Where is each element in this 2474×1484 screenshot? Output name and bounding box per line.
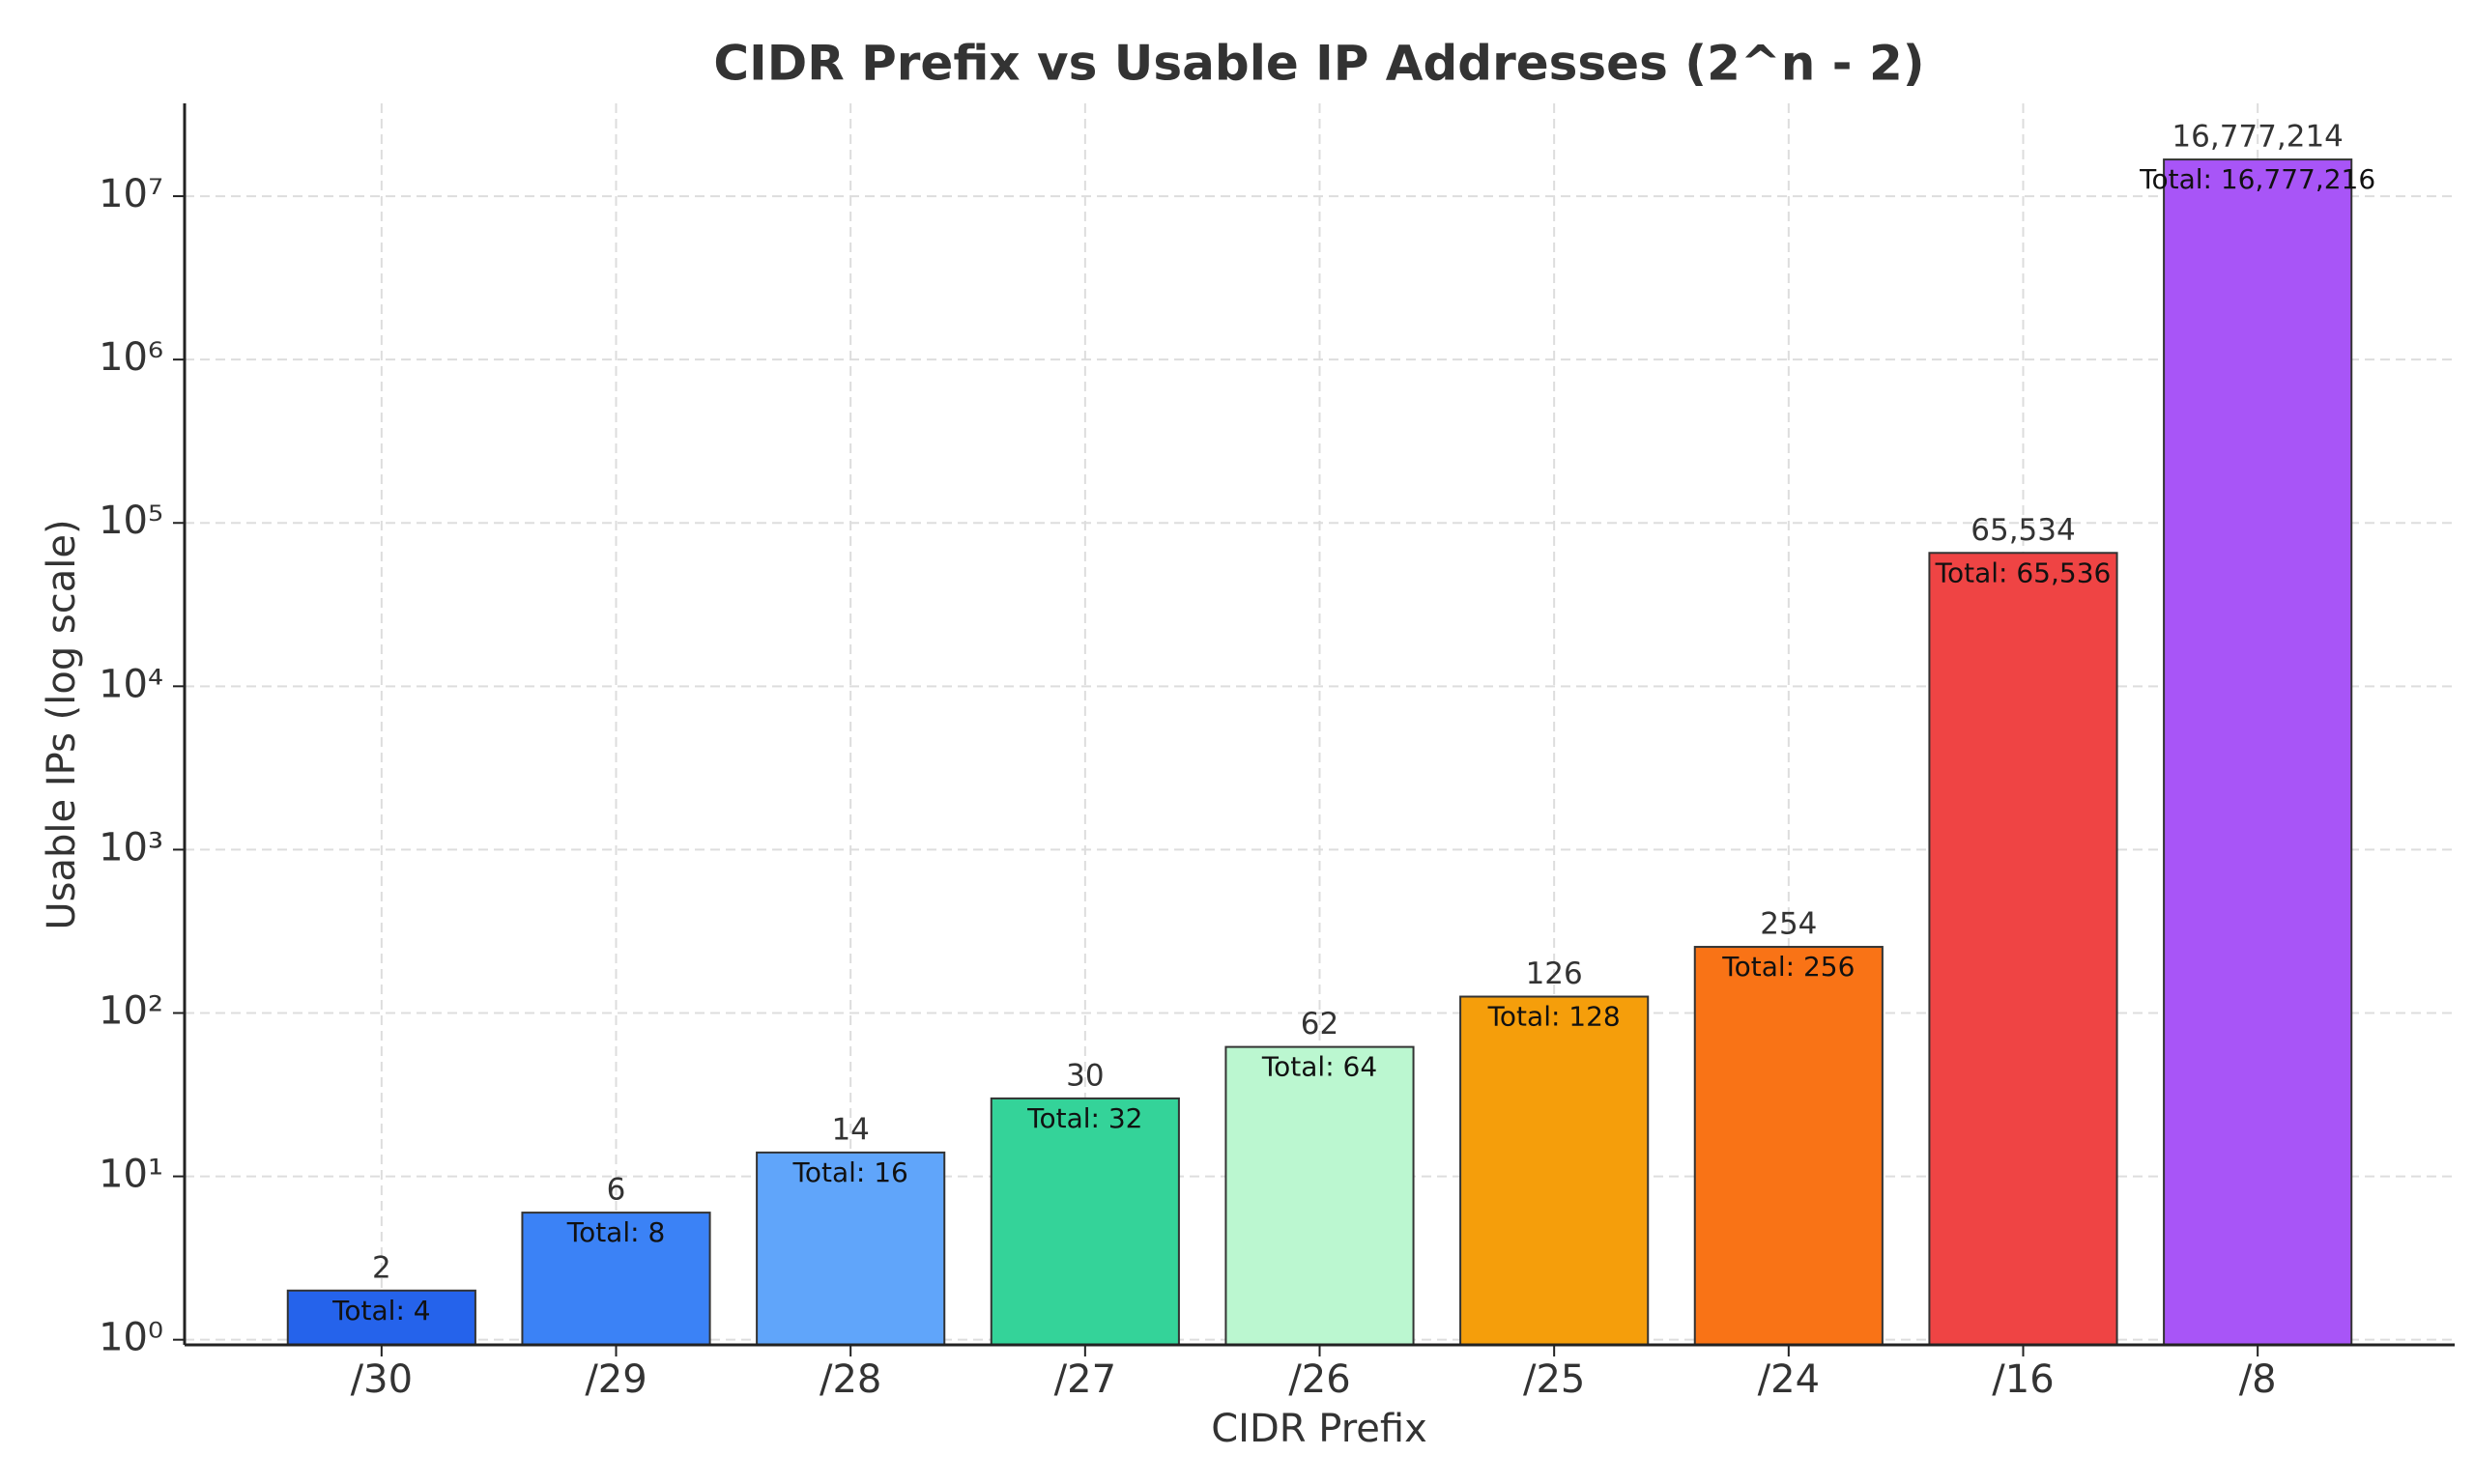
x-tick-label: /27 <box>1054 1357 1116 1402</box>
x-tick-label: /16 <box>1992 1357 2054 1402</box>
y-tick-label: 10⁷ <box>99 172 163 216</box>
total-label: Total: 16 <box>791 1156 907 1188</box>
value-label: 6 <box>607 1173 626 1208</box>
value-label: 14 <box>831 1112 869 1147</box>
bar <box>1928 552 2118 1346</box>
chart-title: CIDR Prefix vs Usable IP Addresses (2^n … <box>713 36 1924 92</box>
total-label: Total: 65,536 <box>1935 556 2112 588</box>
total-label: Total: 16,777,216 <box>2139 163 2375 195</box>
bar <box>1459 995 1650 1346</box>
bar <box>521 1212 711 1346</box>
y-tick-label: 10³ <box>99 825 163 870</box>
y-tick-label: 10⁵ <box>99 499 163 543</box>
y-tick-label: 10² <box>99 989 163 1034</box>
y-tick-label: 10⁶ <box>99 335 163 380</box>
value-label: 65,534 <box>1971 513 2075 548</box>
bar <box>756 1151 946 1347</box>
total-label: Total: 64 <box>1261 1051 1377 1083</box>
y-tick-label: 10⁰ <box>99 1316 163 1360</box>
x-tick-label: /30 <box>351 1357 413 1402</box>
total-label: Total: 128 <box>1487 1001 1621 1033</box>
value-label: 30 <box>1066 1058 1104 1093</box>
total-label: Total: 8 <box>566 1216 666 1248</box>
x-tick-label: /25 <box>1523 1357 1585 1402</box>
y-tick-label: 10⁴ <box>99 662 163 706</box>
bar <box>1224 1045 1415 1346</box>
value-label: 254 <box>1760 907 1817 942</box>
y-axis-label: Usable IPs (log scale) <box>40 519 84 929</box>
value-label: 62 <box>1301 1007 1338 1042</box>
total-label: Total: 256 <box>1721 951 1855 983</box>
x-tick-label: /28 <box>820 1357 881 1402</box>
bar <box>1693 946 1884 1346</box>
x-tick-label: /24 <box>1758 1357 1820 1402</box>
bar <box>990 1097 1180 1347</box>
y-tick-label: 10¹ <box>99 1153 163 1197</box>
x-tick-label: /29 <box>585 1357 647 1402</box>
total-label: Total: 32 <box>1026 1102 1142 1134</box>
x-tick-label: /26 <box>1288 1357 1350 1402</box>
value-label: 126 <box>1526 956 1583 991</box>
value-label: 2 <box>372 1250 391 1285</box>
bar <box>2163 158 2353 1346</box>
x-axis-label: CIDR Prefix <box>1211 1407 1427 1451</box>
total-label: Total: 4 <box>331 1295 431 1327</box>
x-tick-label: /8 <box>2239 1357 2277 1402</box>
value-label: 16,777,214 <box>2172 120 2344 155</box>
